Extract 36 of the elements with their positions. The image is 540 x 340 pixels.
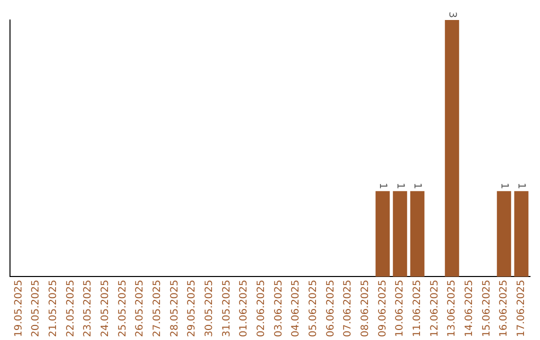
- data-label: 1: [394, 182, 406, 190]
- data-label: 1: [377, 182, 388, 190]
- x-tick-label: 11.06.2025: [412, 280, 423, 338]
- x-tick-label: 31.05.2025: [221, 280, 232, 338]
- x-tick-label: 22.05.2025: [65, 280, 76, 338]
- x-tick-label: 05.06.2025: [308, 280, 319, 338]
- x-tick-label: 14.06.2025: [464, 280, 475, 338]
- x-tick-label: 07.06.2025: [342, 280, 354, 338]
- data-label: 1: [412, 182, 423, 190]
- x-tick-label: 01.06.2025: [238, 280, 250, 338]
- x-tick-label: 17.06.2025: [516, 280, 527, 338]
- x-tick-label: 15.06.2025: [481, 280, 492, 338]
- x-tick-label: 09.06.2025: [377, 280, 388, 338]
- x-tick-label: 27.05.2025: [152, 280, 163, 338]
- x-tick-label: 08.06.2025: [360, 280, 371, 338]
- x-tick-label: 06.06.2025: [325, 280, 336, 338]
- x-tick-label: 19.05.2025: [13, 280, 24, 338]
- x-tick-label: 13.06.2025: [446, 280, 458, 338]
- x-tick-label: 12.06.2025: [429, 280, 440, 338]
- x-tick-label: 28.05.2025: [169, 280, 180, 338]
- x-tick-label: 04.06.2025: [290, 280, 302, 338]
- x-tick-label: 24.05.2025: [100, 280, 111, 338]
- data-label: 1: [516, 182, 527, 190]
- data-label: 3: [446, 12, 458, 18]
- x-tick-label: 20.05.2025: [30, 280, 42, 338]
- x-tick-label: 30.05.2025: [204, 280, 215, 338]
- x-tick-label: 21.05.2025: [48, 280, 59, 338]
- x-tick-label: 23.05.2025: [82, 280, 94, 338]
- x-tick-label: 26.05.2025: [134, 280, 146, 338]
- x-tick-label: 03.06.2025: [273, 280, 284, 338]
- x-tick-label: 29.05.2025: [186, 280, 198, 338]
- x-tick-label: 16.06.2025: [498, 280, 510, 338]
- x-tick-label: 10.06.2025: [394, 280, 406, 338]
- data-label: 1: [498, 182, 510, 190]
- x-tick-label: 02.06.2025: [256, 280, 267, 338]
- x-tick-label: 25.05.2025: [117, 280, 128, 338]
